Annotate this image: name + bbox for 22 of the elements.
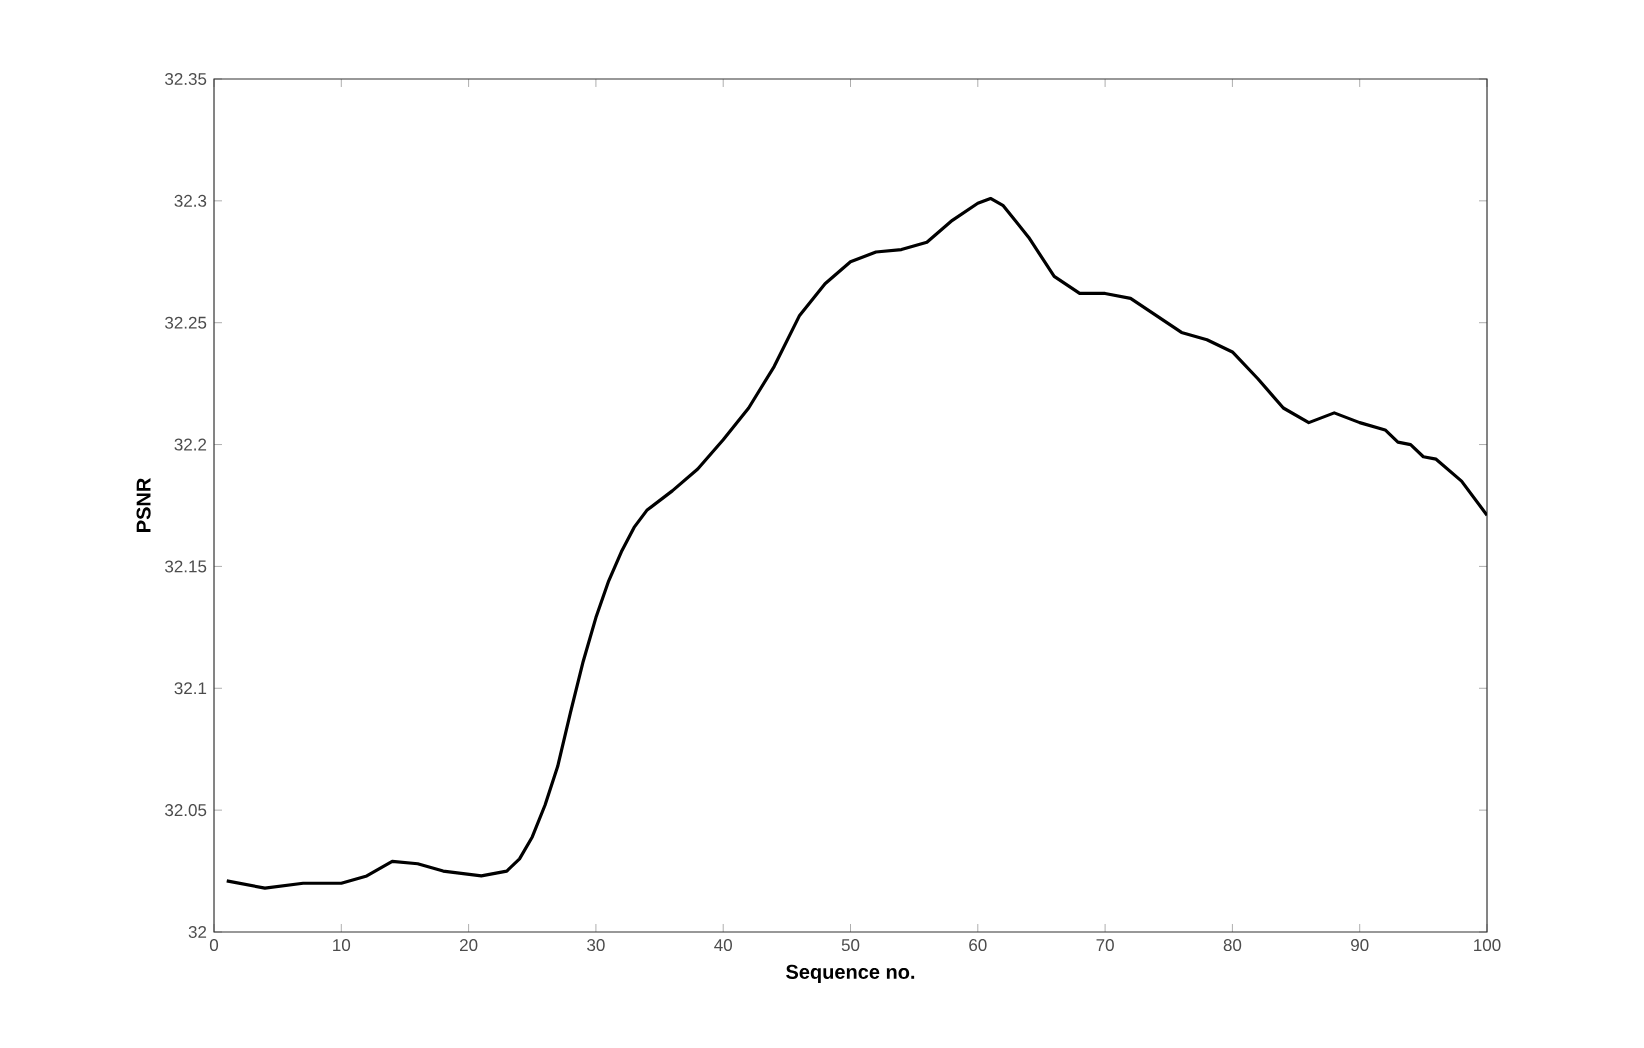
x-tick-label: 60 — [969, 939, 987, 952]
y-tick-label: 32.2 — [174, 438, 207, 451]
y-tick-label: 32.15 — [165, 560, 207, 573]
x-tick-label: 20 — [460, 939, 478, 952]
x-tick-label: 30 — [587, 939, 605, 952]
y-axis-title: PSNR — [136, 478, 151, 532]
y-tick-label: 32.1 — [174, 682, 207, 695]
x-axis-title: Sequence no. — [786, 964, 915, 983]
x-tick-label: 90 — [1351, 939, 1369, 952]
x-tick-label: 10 — [333, 939, 351, 952]
x-tick-label: 70 — [1096, 939, 1114, 952]
line-series — [225, 196, 1488, 890]
x-tick-label: 100 — [1474, 939, 1501, 952]
y-tick-label: 32 — [188, 925, 207, 938]
y-tick-label: 32.05 — [165, 804, 207, 817]
x-tick-label: 80 — [1223, 939, 1242, 952]
y-tick-label: 32.25 — [165, 316, 207, 329]
y-tick-label: 32.3 — [174, 194, 207, 207]
y-tick-label: 32.35 — [165, 72, 207, 85]
x-tick-label: 40 — [714, 939, 732, 952]
x-tick-label: 0 — [209, 939, 219, 952]
x-tick-label: 50 — [841, 939, 860, 952]
